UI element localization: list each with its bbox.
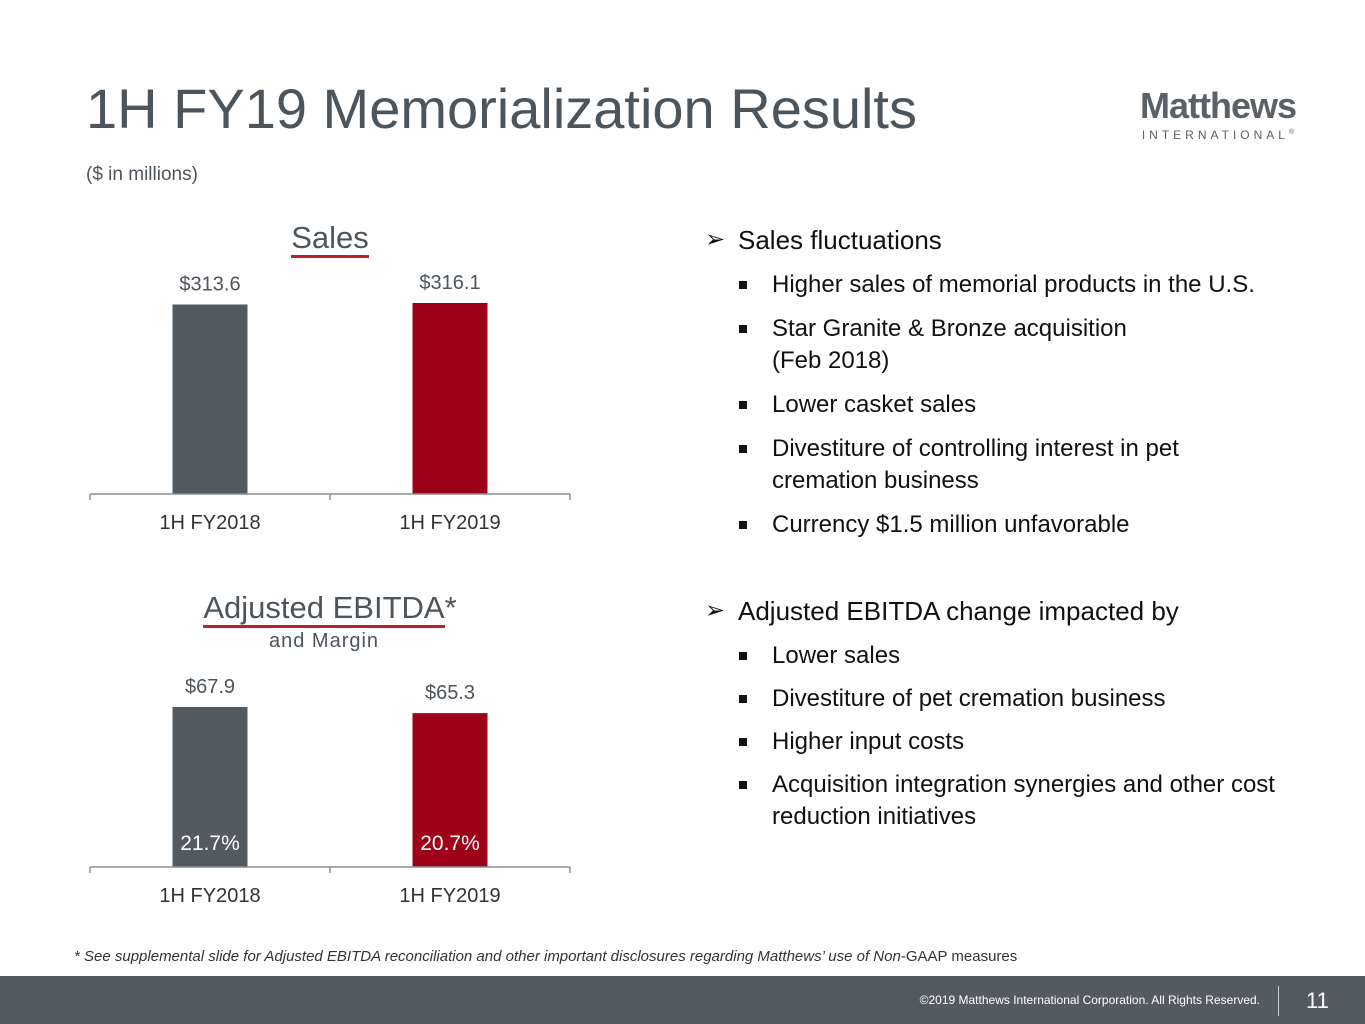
square-bullet-icon (739, 781, 747, 789)
bar (412, 303, 488, 494)
sales-chart-title-text: Sales (291, 220, 369, 258)
ebitda-chart-title: Adjusted EBITDA* (150, 590, 510, 628)
bullet-heading: ➢ Adjusted EBITDA change impacted by (705, 596, 1179, 626)
ebitda-chart-subtitle: and Margin (269, 630, 380, 652)
list-item: Star Granite & Bronze acquisition (Feb 2… (705, 313, 1172, 377)
bullet-heading: ➢ Sales fluctuations (705, 225, 942, 255)
square-bullet-icon (739, 652, 747, 660)
list-item: Higher input costs (705, 726, 1325, 758)
sales-bullets: ➢ Sales fluctuations Higher sales of memo… (705, 224, 1325, 541)
ebitda-bullets: ➢ Adjusted EBITDA change impacted by Lowe… (705, 595, 1325, 833)
data-label: $65.3 (425, 682, 475, 704)
margin-label: 21.7% (180, 832, 240, 855)
ebitda-chart: $67.9 1H FY2018 21.7% $65.3 1H FY2019 20.7% (89, 676, 571, 907)
list-item: Lower casket sales (705, 389, 1325, 421)
ebitda-chart-title-text: Adjusted EBITDA (203, 590, 445, 628)
square-bullet-icon (739, 521, 747, 529)
arrow-bullet-icon: ➢ (705, 597, 726, 624)
units-note: ($ in millions) (86, 164, 198, 185)
page-number: 11 (1306, 988, 1329, 1013)
list-item: Higher sales of memorial products in the… (705, 269, 1325, 301)
copyright-text: ©2019 Matthews International Corporation… (919, 993, 1260, 1007)
sales-chart: $313.6 1H FY2018 $316.1 1H FY2019 (89, 272, 571, 534)
footnote: * See supplemental slide for Adjusted EB… (74, 948, 1018, 965)
square-bullet-icon (739, 738, 747, 746)
bar (412, 713, 488, 867)
page-title: 1H FY19 Memorialization Results (86, 77, 917, 140)
square-bullet-icon (739, 281, 747, 289)
logo-wordmark: Matthews (1139, 85, 1297, 126)
logo-tagline: INTERNATIONAL® (1141, 128, 1295, 142)
square-bullet-icon (739, 401, 747, 409)
square-bullet-icon (739, 695, 747, 703)
list-item: Divestiture of controlling interest in p… (705, 433, 1282, 497)
list-item: Currency $1.5 million unfavorable (705, 509, 1325, 541)
list-item: Lower sales (705, 640, 1325, 672)
list-item: Acquisition integration synergies and ot… (705, 769, 1332, 833)
square-bullet-icon (739, 325, 747, 333)
data-label: $316.1 (419, 272, 480, 294)
bar (172, 707, 248, 867)
footer-bar: ©2019 Matthews International Corporation… (0, 976, 1365, 1024)
list-item: Divestiture of pet cremation business (705, 683, 1325, 715)
data-label: $313.6 (179, 274, 240, 296)
margin-label: 20.7% (420, 832, 480, 855)
footer-divider (1278, 986, 1279, 1016)
company-logo: Matthews INTERNATIONAL® (1128, 85, 1308, 143)
tick-label: 1H FY2019 (399, 885, 500, 907)
bar (172, 304, 248, 494)
arrow-bullet-icon: ➢ (705, 226, 726, 253)
tick-label: 1H FY2018 (159, 885, 260, 907)
tick-label: 1H FY2018 (159, 512, 260, 534)
tick-label: 1H FY2019 (399, 512, 500, 534)
data-label: $67.9 (185, 676, 235, 698)
ebitda-title-asterisk: * (444, 590, 457, 625)
square-bullet-icon (739, 445, 747, 453)
sales-chart-title: Sales (270, 220, 390, 258)
